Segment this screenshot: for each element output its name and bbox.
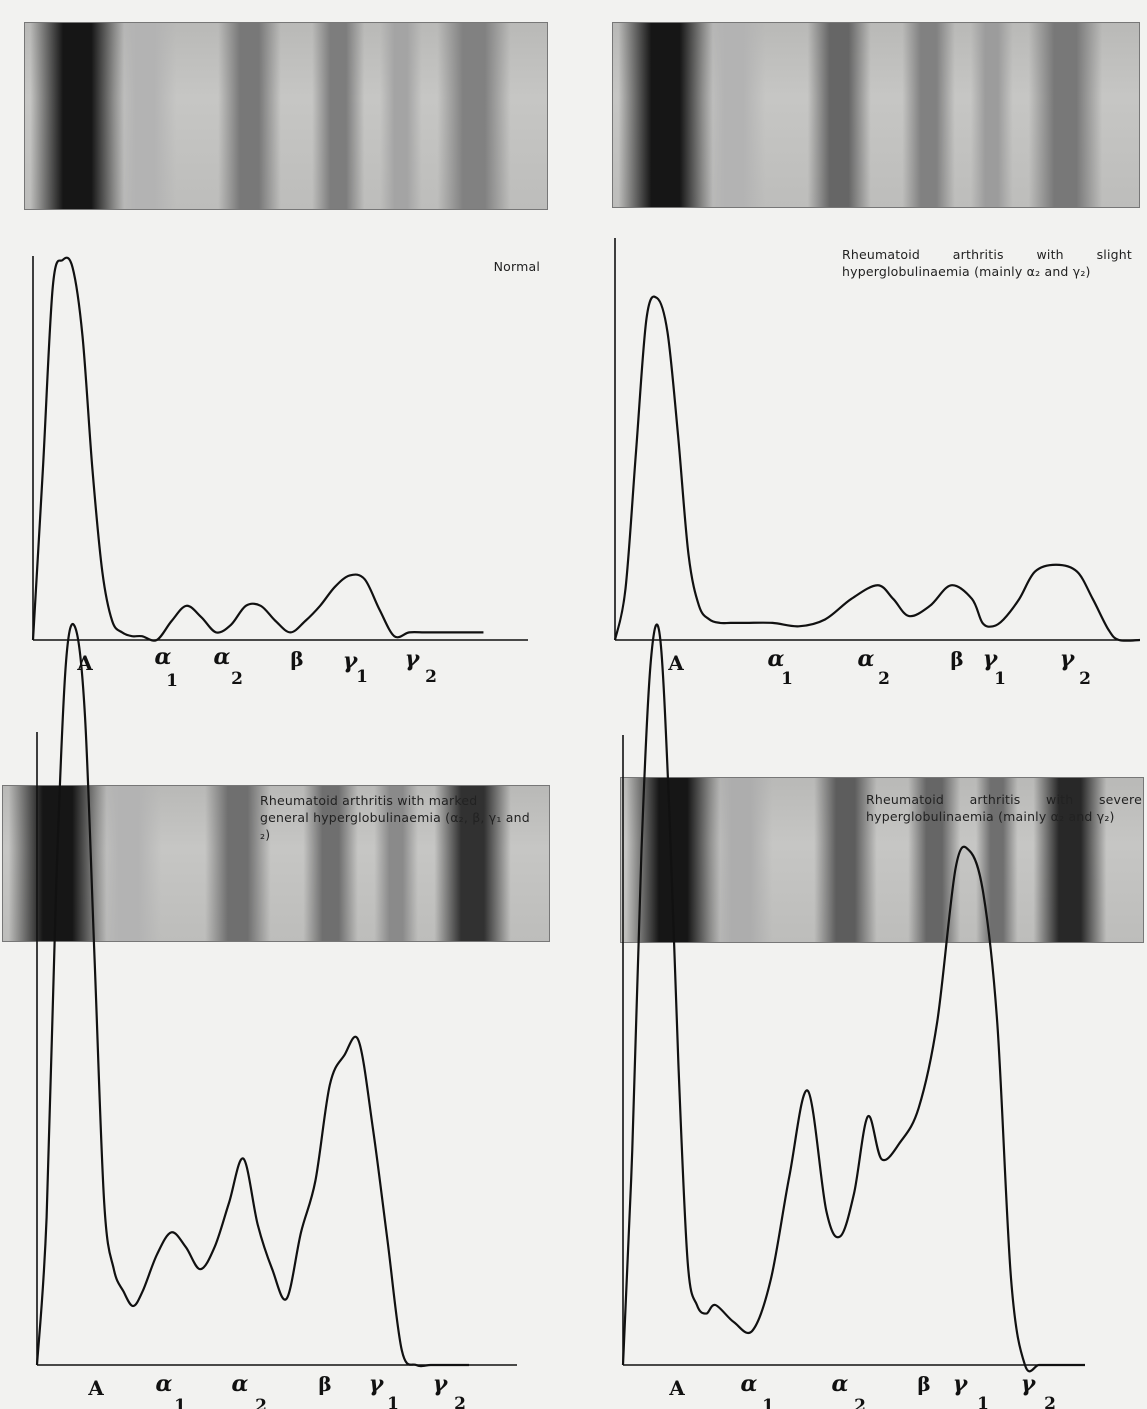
x-tick-label: α (768, 646, 785, 672)
x-tick-label: 1 (387, 1394, 399, 1409)
x-tick-label: γ (405, 646, 421, 672)
x-tick-label: α (156, 1371, 173, 1397)
x-tick-label: β (950, 647, 963, 671)
x-tick-label: 2 (1079, 669, 1091, 689)
x-tick-label: γ (343, 648, 359, 674)
x-tick-label: β (290, 647, 303, 671)
x-tick-label: γ (433, 1371, 449, 1397)
panel-caption: Normal (493, 259, 540, 274)
x-tick-label: A (668, 1376, 685, 1400)
x-tick-label: 2 (854, 1396, 866, 1409)
x-tick-label: 2 (1044, 1394, 1056, 1409)
x-tick-label: A (87, 1376, 104, 1400)
x-tick-label: 1 (174, 1396, 186, 1409)
x-tick-label: α (214, 644, 231, 670)
panel-caption: Rheumatoid arthritis with severe hypergl… (866, 792, 1142, 824)
density-curve (35, 622, 469, 1368)
x-tick-label: α (155, 644, 172, 670)
x-tick-label: 2 (425, 667, 437, 687)
x-tick-label: α (858, 646, 875, 672)
x-tick-label: 1 (356, 667, 368, 687)
x-tick-label: β (917, 1372, 930, 1396)
x-tick-label: γ (1021, 1371, 1037, 1397)
x-tick-label: 1 (781, 669, 793, 689)
x-tick-label: γ (1060, 646, 1076, 672)
electrophoresis-strip (612, 22, 1140, 208)
x-tick-label: 1 (762, 1396, 774, 1409)
x-tick-label: α (741, 1371, 758, 1397)
panel-caption: Rheumatoid arthritis with marked general… (260, 793, 530, 842)
x-tick-label: 2 (231, 669, 243, 689)
electrophoresis-strip (620, 777, 1144, 943)
density-curve (621, 623, 1085, 1373)
x-tick-label: β (318, 1372, 331, 1396)
x-tick-label: 1 (994, 669, 1006, 689)
x-tick-label: 2 (255, 1396, 267, 1409)
x-tick-label: A (76, 651, 93, 675)
x-tick-label: γ (983, 646, 999, 672)
x-tick-label: 2 (454, 1394, 466, 1409)
panel-caption: Rheumatoid arthritis with slight hypergl… (842, 247, 1132, 279)
x-tick-label: 1 (166, 671, 178, 691)
x-tick-label: 2 (878, 669, 890, 689)
electrophoresis-strip (24, 22, 548, 210)
x-tick-label: α (232, 1371, 249, 1397)
x-tick-label: 1 (977, 1394, 989, 1409)
x-tick-label: A (667, 651, 684, 675)
density-curve (613, 295, 1141, 642)
density-curve (31, 256, 484, 642)
x-tick-label: α (832, 1371, 849, 1397)
x-tick-label: γ (369, 1371, 385, 1397)
x-tick-label: γ (953, 1371, 969, 1397)
